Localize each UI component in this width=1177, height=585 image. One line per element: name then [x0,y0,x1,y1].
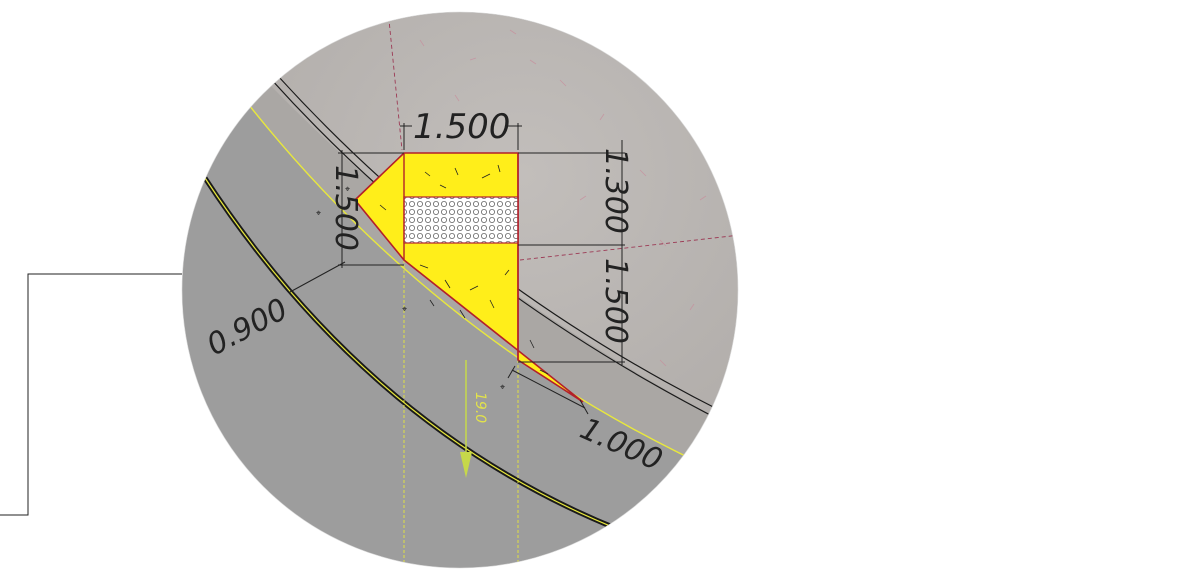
property-line [387,12,403,151]
lane-edge-line-core [204,177,621,531]
svg-text:⌖: ⌖ [345,185,350,195]
dim-right-upper-height: 1.300 [598,148,633,234]
curb-yellow-line [244,99,738,491]
svg-text:⌖: ⌖ [316,209,321,219]
survey-marks: ⌖ ⌖ ⌖ ⌖ [316,185,505,393]
road-marking-label: 19.0 [472,392,488,423]
dim-left-height: 1.500 [328,165,363,251]
detail-circle-border [181,11,739,569]
property-line-2 [519,234,738,261]
svg-text:⌖: ⌖ [500,383,505,393]
magnified-area: 19.0 [182,12,738,568]
dim-right-lower-height: 1.500 [598,258,633,344]
road-arrow-head [460,452,472,478]
fill-texture [379,164,549,375]
road-surface [182,100,738,568]
ground-texture [419,29,707,367]
dim-top-width: 1.500 [413,107,510,147]
gravel-block [403,196,519,244]
dimension-lines [289,123,625,415]
callout-leader-line [0,273,182,516]
svg-text:⌖: ⌖ [402,305,407,315]
